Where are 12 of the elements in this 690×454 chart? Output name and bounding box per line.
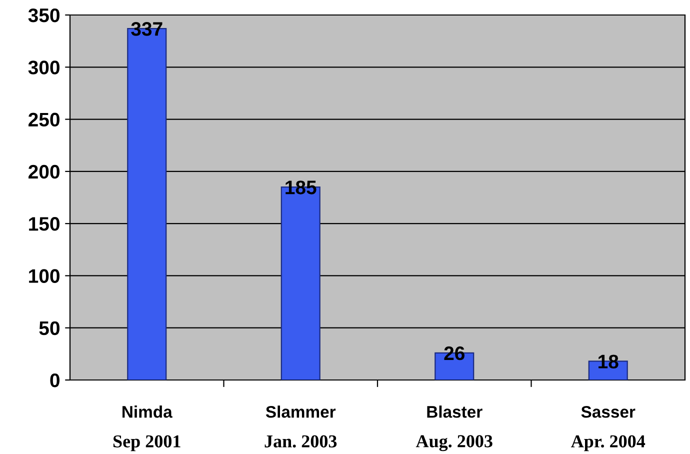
y-tick-label: 50: [39, 321, 60, 336]
y-tick-label: 0: [50, 373, 60, 388]
y-tick-label: 200: [28, 164, 60, 179]
y-tick-label: 150: [29, 217, 60, 231]
x-tick-label: Blaster Aug. 2003: [416, 406, 492, 452]
x-tick-label: Nimda Sep 2001: [113, 406, 180, 452]
y-tick-label: 100: [29, 269, 60, 283]
y-tick-label: 350: [28, 8, 60, 22]
y-tick-label: 300: [28, 60, 60, 74]
y-tick-label: 250: [28, 112, 60, 127]
x-tick-label: Sasser Apr. 2004: [571, 406, 646, 452]
x-tick-label: Slammer Jan. 2003: [264, 406, 337, 448]
